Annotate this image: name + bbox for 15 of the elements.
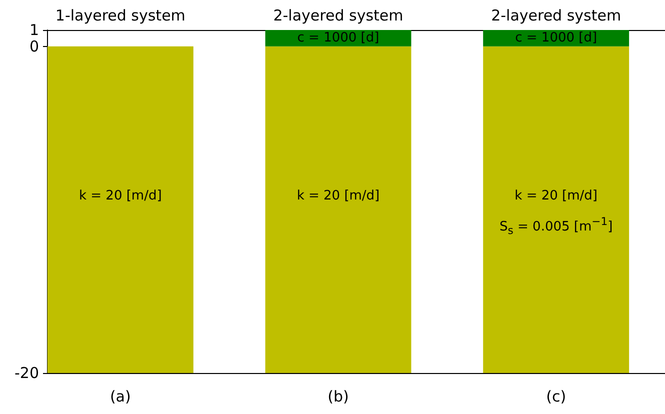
annotation: k = 20 [m/d] [79,188,162,204]
text: 2-layered system [273,6,404,24]
annotation: S$_{s}$ = 0.005 [m$^{−1}$] [499,215,613,238]
text: 2-layered system [491,6,622,24]
x-tick-label: (b) [328,388,349,406]
annotation: c = 1000 [d] [515,30,598,46]
annotation: k = 20 [m/d] [514,188,598,204]
text: 1-layered system [55,6,186,24]
y-tick-label: -20 [14,364,39,382]
x-tick-label: (c) [546,388,566,406]
annotation: c = 1000 [d] [297,30,380,46]
x-tick-label: (a) [110,388,131,406]
y-tick-label: 1 [29,21,39,39]
y-tick-label: 0 [29,37,39,56]
annotation: k = 20 [m/d] [296,188,380,204]
